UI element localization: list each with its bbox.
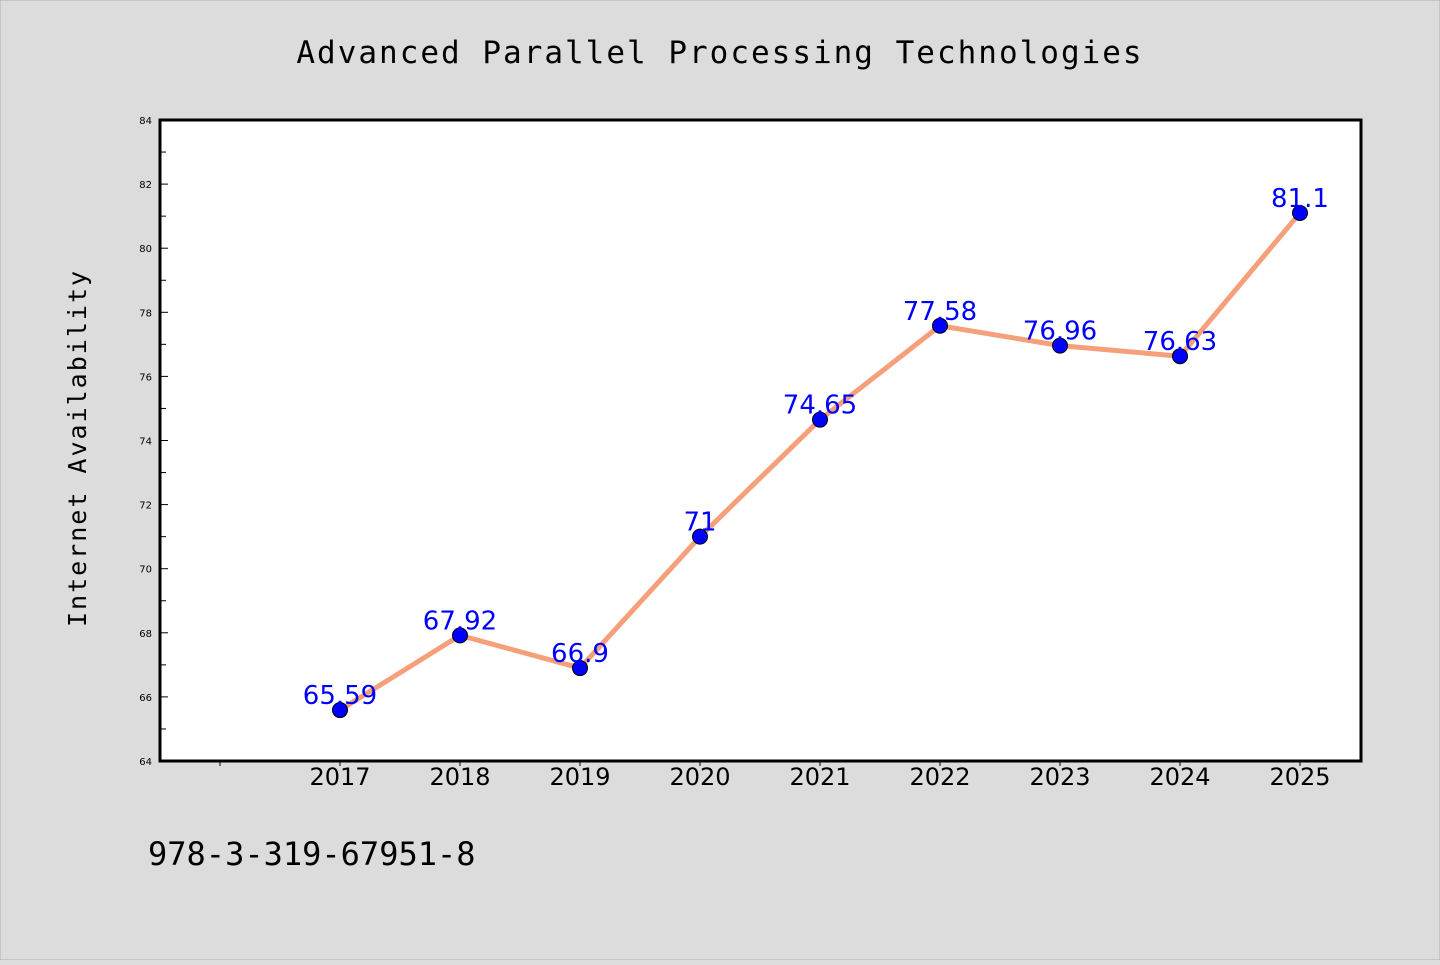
x-tick-label: 2020: [669, 763, 730, 791]
data-point-marker: [1052, 337, 1068, 354]
data-point-marker: [692, 528, 708, 545]
x-tick-label: 2018: [429, 763, 490, 791]
y-tick-label: 78: [139, 308, 152, 319]
data-point-marker: [572, 660, 588, 677]
y-tick-label: 76: [139, 372, 152, 383]
y-tick-label: 80: [139, 244, 152, 255]
y-tick-label: 72: [139, 501, 152, 512]
data-label: 76.96: [1023, 317, 1097, 347]
y-tick-label: 70: [139, 565, 152, 576]
x-tick-label: 2025: [1269, 763, 1330, 791]
x-tick-label: 2021: [789, 763, 850, 791]
y-tick-label: 66: [139, 693, 152, 704]
y-axis-label: Internet Availability: [63, 269, 92, 627]
data-label: 77.58: [903, 297, 977, 327]
data-label: 71: [683, 508, 716, 538]
data-label: 65.59: [303, 681, 377, 711]
x-tick-label: 2022: [909, 763, 970, 791]
data-label: 76.63: [1143, 327, 1217, 357]
x-tick-label: 2019: [549, 763, 610, 791]
data-label: 74.65: [783, 391, 857, 421]
y-tick-label: 68: [139, 629, 152, 640]
data-point-marker: [812, 411, 828, 428]
series-group: 65.59 67.92 66.9 71 74.65 77.58 76.96 76.63 81.1: [303, 184, 1329, 719]
data-point-marker: [332, 702, 348, 719]
chart-title: Advanced Parallel Processing Technologie…: [296, 35, 1143, 71]
plot-area: [158, 118, 1363, 763]
data-point-marker: [452, 627, 468, 644]
data-label: 66.9: [551, 639, 609, 669]
isbn-footnote: 978-3-319-67951-8: [148, 835, 476, 873]
y-tick-label: 82: [139, 180, 152, 191]
data-point-marker: [932, 317, 948, 334]
data-point-marker: [1172, 348, 1188, 365]
y-tick-label: 84: [139, 116, 152, 127]
data-point-marker: [1292, 204, 1308, 221]
y-tick-label: 74: [139, 437, 152, 448]
y-tick-label: 64: [139, 757, 152, 768]
x-tick-label: 2024: [1149, 763, 1210, 791]
data-label: 81.1: [1271, 184, 1329, 214]
y-axis: 64 66 68 70 72 74 76 78 80 82 84: [139, 116, 168, 768]
x-tick-label: 2017: [309, 763, 370, 791]
x-tick-label: 2023: [1029, 763, 1090, 791]
data-label: 67.92: [423, 606, 497, 636]
x-axis: 2017 2018 2019 2020 2021 2022 2023 2024 2025: [219, 761, 1331, 791]
